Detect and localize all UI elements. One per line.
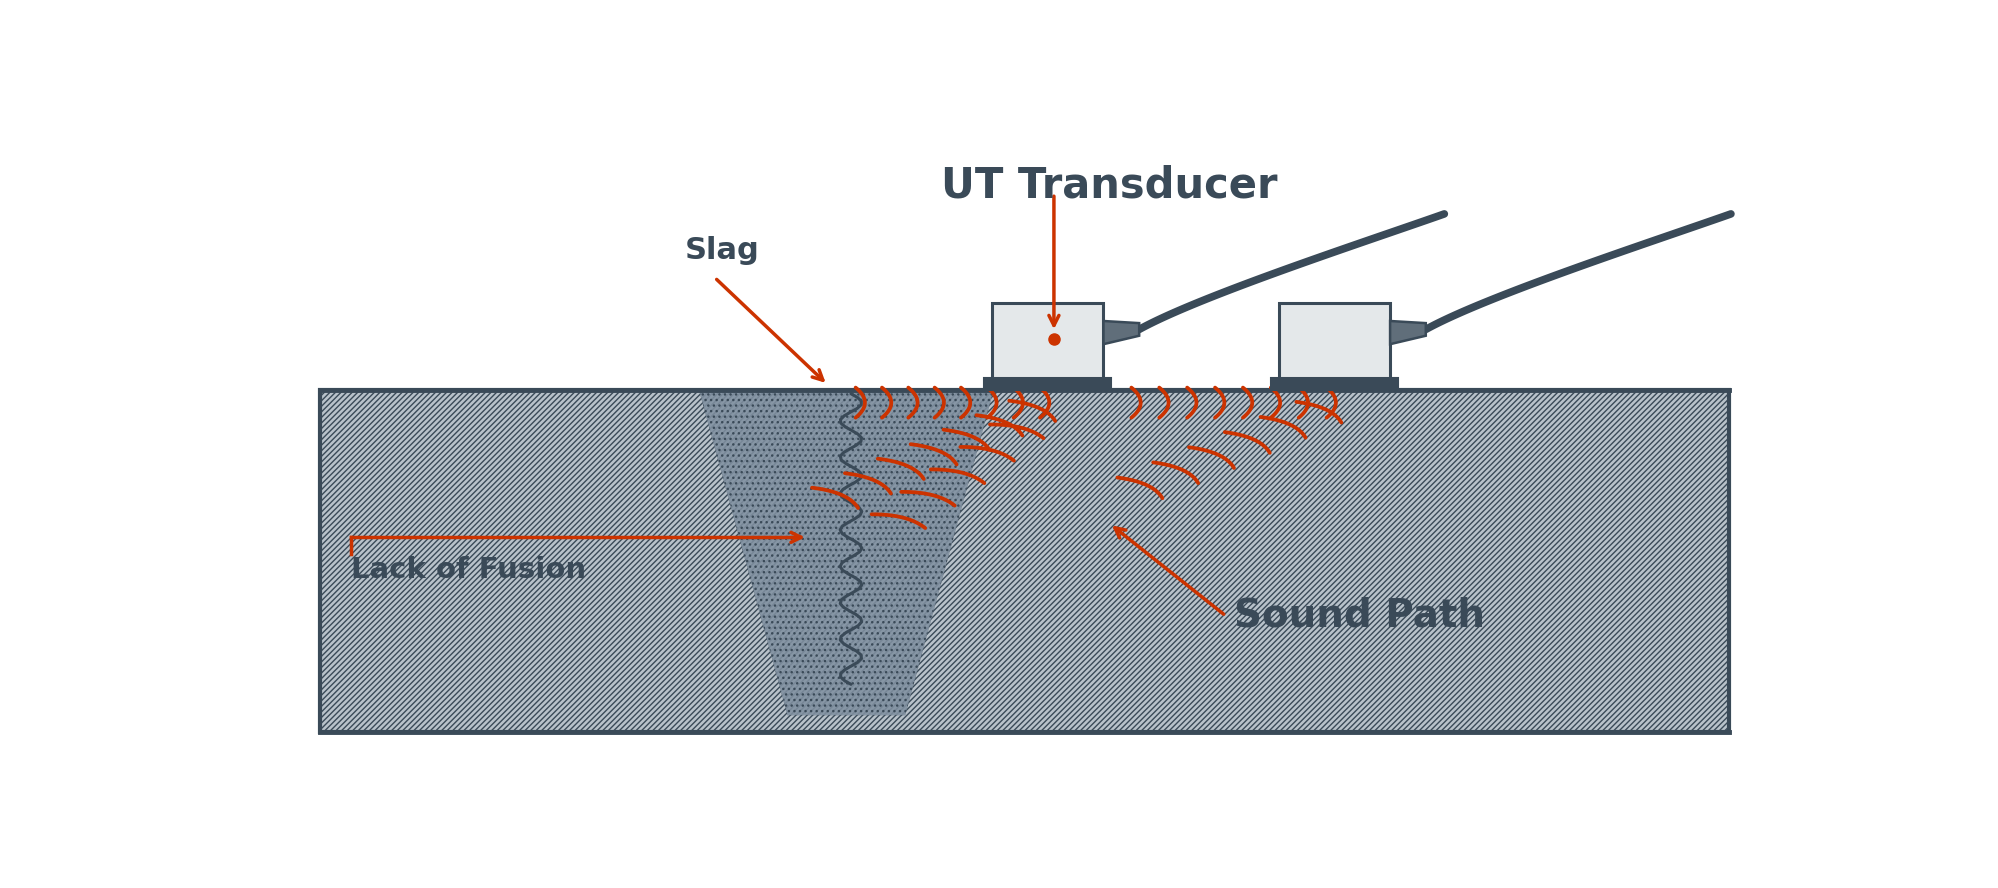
- Text: Lack of Fusion: Lack of Fusion: [350, 557, 585, 584]
- Bar: [1271, 378, 1397, 391]
- Bar: [983, 378, 1111, 391]
- Polygon shape: [699, 391, 993, 715]
- Bar: [1279, 303, 1389, 378]
- Polygon shape: [1103, 321, 1139, 345]
- Text: Slag: Slag: [685, 236, 759, 266]
- Bar: [320, 391, 1728, 733]
- Polygon shape: [1389, 321, 1425, 345]
- Bar: [991, 303, 1103, 378]
- Text: UT Transducer: UT Transducer: [941, 164, 1277, 206]
- Text: Sound Path: Sound Path: [1233, 597, 1485, 635]
- Bar: [320, 391, 1728, 733]
